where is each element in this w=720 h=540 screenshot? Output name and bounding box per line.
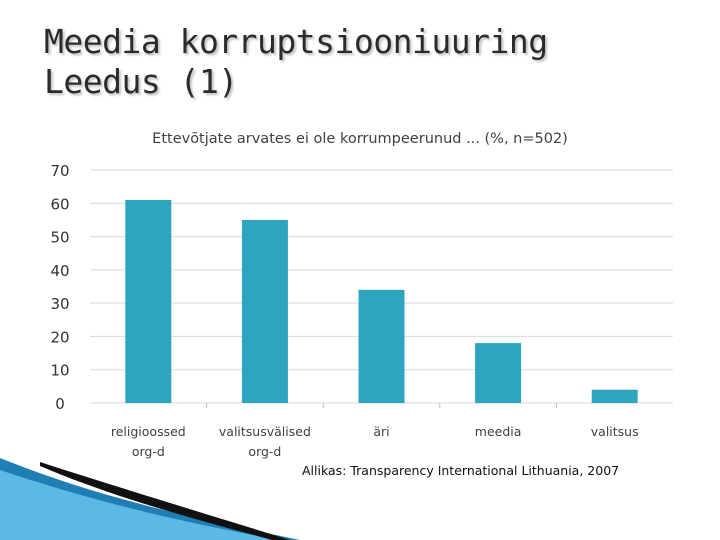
x-tick-label: äri	[373, 424, 389, 439]
y-tick-label: 20	[50, 328, 69, 346]
x-tick-label-line: äri	[373, 424, 389, 439]
x-tick-label-line: org-d	[132, 444, 165, 459]
y-tick-label: 40	[50, 262, 69, 280]
chart-title: Ettevõtjate arvates ei ole korrumpeerunu…	[152, 131, 568, 147]
x-tick-label: meedia	[475, 424, 522, 439]
slide-title-line-2: Leedus (1)	[44, 62, 238, 101]
x-tick-label-line: org-d	[248, 444, 281, 459]
y-tick-label: 30	[50, 295, 69, 313]
x-tick-label-line: valitsusvälised	[219, 424, 311, 439]
slide-title-line-1: Meedia korruptsiooniuuring	[44, 22, 548, 61]
source-note: Allikas: Transparency International Lith…	[302, 463, 620, 478]
bar	[241, 219, 288, 403]
y-tick-label: 60	[50, 195, 69, 213]
x-tick-label: religioossed org-d	[111, 424, 186, 459]
slide-title: Meedia korruptsiooniuuring Leedus (1)	[44, 22, 644, 102]
bar	[358, 289, 405, 403]
x-tick-label-line: religioossed	[111, 424, 186, 439]
y-tick-label: 50	[50, 229, 69, 247]
y-tick-label: 10	[50, 362, 69, 380]
x-tick-label-line: valitsus	[591, 424, 639, 439]
x-tick-label: valitsus	[591, 424, 639, 439]
y-tick-label: 0	[55, 395, 65, 413]
x-tick-label: valitsusvälised org-d	[219, 424, 311, 459]
bar	[125, 199, 172, 403]
decorative-swoosh	[0, 458, 300, 540]
x-tick-label-line: meedia	[475, 424, 522, 439]
y-tick-label: 70	[50, 162, 69, 180]
bar	[591, 389, 638, 403]
bar	[475, 343, 522, 403]
